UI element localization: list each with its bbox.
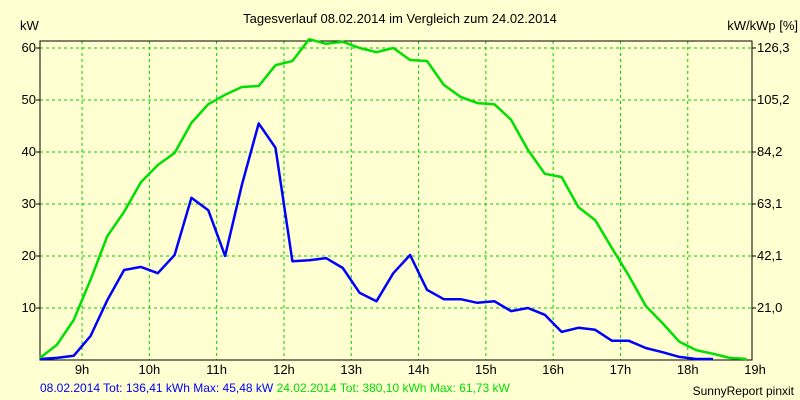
x-tick-label: 15h (475, 362, 497, 377)
series-line-08022014 (39, 122, 713, 361)
y-right-tick-label: 105,2 (757, 92, 790, 107)
y-tick-label: 30 (21, 196, 36, 211)
x-tick-label: 18h (676, 362, 699, 377)
y-tick-label: 20 (21, 248, 36, 263)
x-tick-label: 14h (407, 362, 430, 377)
y-right-tick-label: 42,1 (757, 248, 783, 263)
y-right-tick-label: 126,3 (757, 40, 790, 55)
x-tick-label: 11h (206, 362, 228, 377)
x-tick-label: 19h (744, 362, 766, 377)
y-right-tick-label: 84,2 (757, 144, 783, 159)
legend: 08.02.2014 Tot: 136,41 kWh Max: 45,48 kW… (40, 381, 510, 395)
y-right-tick-label: 21,0 (757, 300, 783, 315)
y-tick-label: 60 (21, 40, 36, 55)
y-tick-label: 10 (21, 300, 36, 315)
x-tick-label: 17h (609, 362, 632, 377)
legend-entry-0802: 08.02.2014 Tot: 136,41 kWh Max: 45,48 kW (40, 381, 274, 395)
x-tick-label: 9h (74, 362, 90, 377)
y-tick-label: 50 (21, 92, 36, 107)
chart-title: Tagesverlauf 08.02.2014 im Vergleich zum… (243, 11, 557, 26)
x-tick-label: 12h (273, 362, 295, 377)
y-tick-label: 40 (21, 144, 36, 159)
plot-border (39, 40, 753, 361)
series-line-24022014 (39, 37, 747, 361)
credit: SunnyReport pinxit (692, 384, 794, 398)
y-right-axis-label: kW/kWp [%] (727, 18, 798, 33)
x-tick-label: 10h (138, 362, 161, 377)
y-right-tick-label: 63,1 (757, 196, 783, 211)
x-tick-label: 16h (542, 362, 564, 377)
y-axis-label: kW (20, 18, 39, 33)
legend-entry-2402: 24.02.2014 Tot: 380,10 kWh Max: 61,73 kW (276, 381, 510, 395)
x-tick-label: 13h (340, 362, 363, 377)
